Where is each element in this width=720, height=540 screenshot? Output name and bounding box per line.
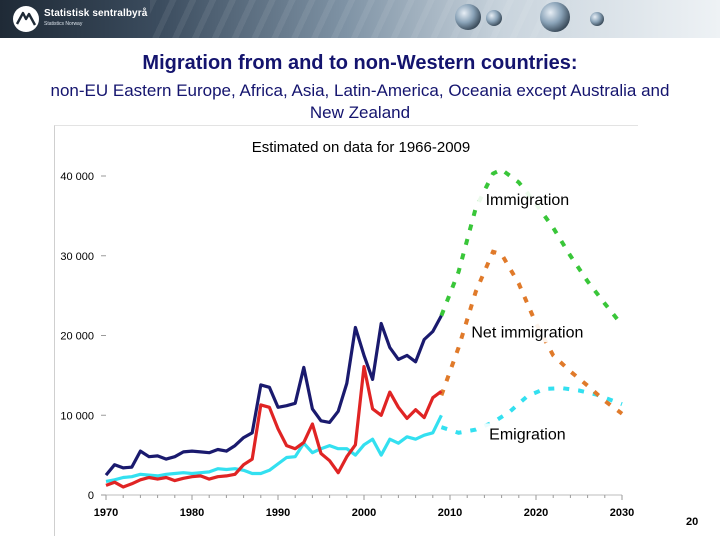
chart-panel: Estimated on data for 1966-2009 0 10 000 20… [54,125,638,536]
page-number: 20 [686,516,699,528]
series-label: Net immigration [471,324,583,341]
x-tick-label: 2010 [438,507,462,519]
x-tick-label: 2020 [524,507,548,519]
logo-subtitle: Statistics Norway [44,21,83,27]
x-tick-label: 1980 [180,507,204,519]
series-label: Immigration [486,192,570,209]
y-tick-label: 10 000 [60,410,94,422]
series-historical-line-2 [105,414,443,483]
slide-subtitle: non-EU Eastern Europe, Africa, Asia, Lat… [50,81,670,122]
banner-decoration [150,0,570,38]
series-historical-line-0 [104,314,443,477]
series-historical-line-1 [105,365,443,489]
y-tick-label: 0 [88,490,94,502]
logo-name: Statistisk sentralbyrå [44,8,148,19]
y-tick-label: 20 000 [60,331,94,343]
molecule-decoration [590,12,604,26]
series-label-background [477,321,578,343]
x-tick-label: 1990 [266,507,290,519]
series-label-background [477,188,578,210]
series-label: Emigration [489,426,565,443]
header-banner: Statistisk sentralbyrå Statistics Norway [0,0,720,38]
x-tick-label: 2000 [352,507,376,519]
slide-title: Migration from and to non-Western countr… [142,52,578,74]
migration-line-chart: Estimated on data for 1966-2009 0 10 000 20… [60,139,634,519]
chart-title: Estimated on data for 1966-2009 [252,139,470,156]
series-label-background [477,423,578,445]
ssb-logo-icon [13,6,39,32]
y-tick-label: 40 000 [60,171,94,183]
molecule-decoration [455,4,481,30]
y-tick-label: 30 000 [60,251,94,263]
molecule-decoration [486,10,502,26]
molecule-decoration [540,2,570,32]
x-tick-label: 2030 [610,507,634,519]
x-tick-label: 1970 [94,507,118,519]
